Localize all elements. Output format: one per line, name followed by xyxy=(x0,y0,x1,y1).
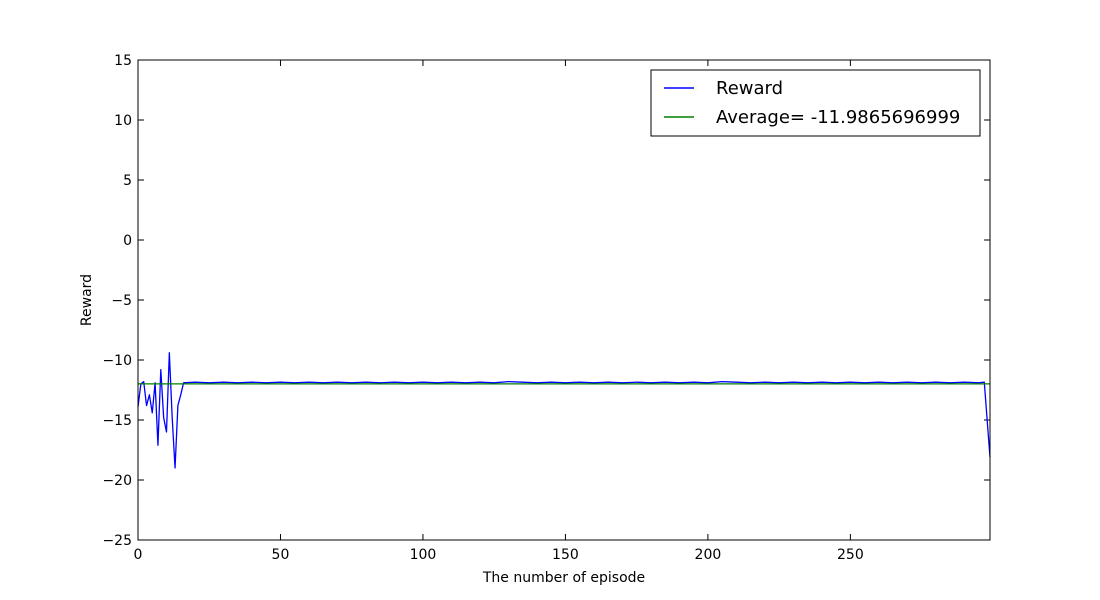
x-tick-label: 250 xyxy=(837,547,864,563)
legend-box xyxy=(650,69,981,137)
y-tick-label: −15 xyxy=(102,413,132,429)
reward-series-line xyxy=(137,352,991,469)
x-tick-label: 0 xyxy=(134,547,143,563)
y-tick-label: 15 xyxy=(114,53,132,69)
legend-label-reward: Reward xyxy=(716,78,783,99)
y-tick-label: −10 xyxy=(102,353,132,369)
x-tick-label: 200 xyxy=(695,547,722,563)
y-tick-label: −25 xyxy=(102,533,132,549)
plot-area xyxy=(138,60,990,540)
legend: Reward Average= -11.9865696999 xyxy=(650,69,981,137)
legend-label-average: Average= -11.9865696999 xyxy=(716,107,960,128)
x-axis-label: The number of episode xyxy=(482,570,645,586)
y-tick-label: 10 xyxy=(114,113,132,129)
y-tick-label: −5 xyxy=(111,293,132,309)
y-tick-label: 5 xyxy=(123,173,132,189)
x-tick-label: 150 xyxy=(552,547,579,563)
y-tick-label: 0 xyxy=(123,233,132,249)
x-tick-label: 50 xyxy=(272,547,290,563)
y-axis-label: Reward xyxy=(79,274,95,326)
plot-frame xyxy=(137,59,991,541)
y-tick-label: −20 xyxy=(102,473,132,489)
x-tick-label: 100 xyxy=(410,547,437,563)
series-layer xyxy=(137,352,991,469)
